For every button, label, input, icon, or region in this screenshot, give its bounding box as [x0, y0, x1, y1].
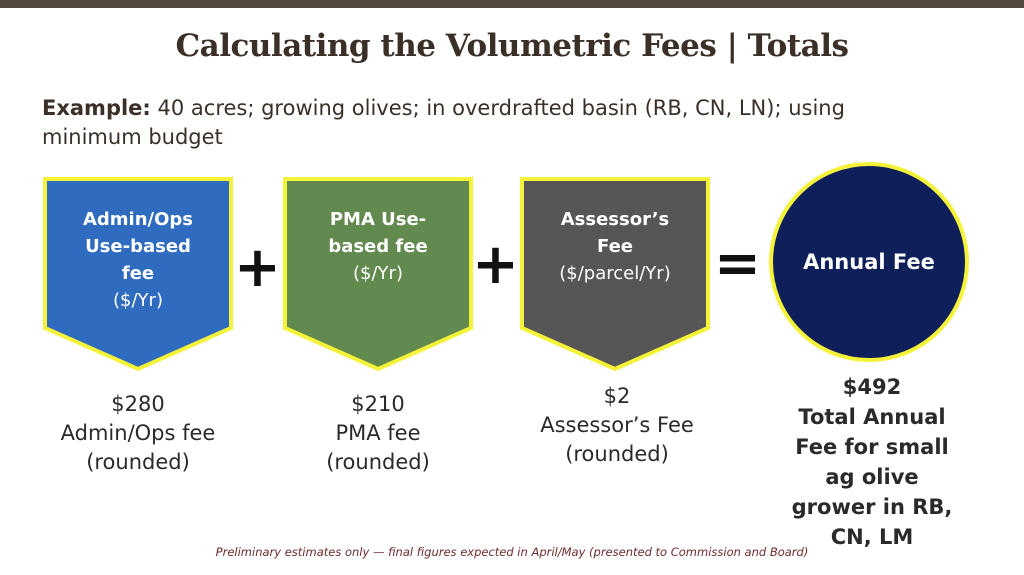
plus-sign: +	[234, 235, 281, 300]
equals-sign: =	[714, 231, 761, 296]
pma-value: $210 PMA fee (rounded)	[278, 390, 478, 477]
box-unit: ($/parcel/Yr)	[559, 263, 671, 284]
desc: Assessor’s Fee	[540, 413, 694, 437]
example-text: Example: 40 acres; growing olives; in ov…	[42, 94, 942, 152]
box-title: PMA Use-based fee	[328, 209, 428, 257]
plus-sign: +	[472, 232, 519, 297]
amount: $2	[603, 384, 631, 408]
footer-note: Preliminary estimates only — final figur…	[215, 545, 809, 559]
annual-fee-label: Annual Fee	[803, 250, 935, 274]
box-title: Admin/Ops Use-based fee	[82, 209, 194, 284]
amount: $210	[351, 392, 405, 416]
total-desc: Total Annual Fee for small ag olive grow…	[791, 405, 953, 549]
desc: PMA fee	[335, 421, 421, 445]
example-body: 40 acres; growing olives; in overdrafted…	[42, 96, 845, 149]
box-unit: ($/Yr)	[353, 263, 403, 284]
pma-fee-box: PMA Use-based fee ($/Yr)	[282, 176, 474, 372]
page-title: Calculating the Volumetric Fees | Totals	[175, 28, 849, 64]
note: (rounded)	[565, 442, 669, 466]
box-title: Assessor’s Fee	[560, 209, 670, 257]
note: (rounded)	[86, 450, 190, 474]
note: (rounded)	[326, 450, 430, 474]
total-amount: $492	[842, 375, 902, 399]
admin-ops-fee-box: Admin/Ops Use-based fee ($/Yr)	[42, 176, 234, 372]
top-bar	[0, 0, 1024, 8]
example-label: Example:	[42, 96, 151, 120]
admin-ops-value: $280 Admin/Ops fee (rounded)	[38, 390, 238, 477]
assessor-fee-box: Assessor’s Fee ($/parcel/Yr)	[519, 176, 711, 372]
box-unit: ($/Yr)	[113, 290, 163, 311]
amount: $280	[111, 392, 165, 416]
assessor-value: $2 Assessor’s Fee (rounded)	[505, 382, 729, 469]
annual-fee-circle: Annual Fee	[769, 162, 969, 362]
total-annual-fee: $492 Total Annual Fee for small ag olive…	[772, 372, 972, 552]
desc: Admin/Ops fee	[60, 421, 216, 445]
